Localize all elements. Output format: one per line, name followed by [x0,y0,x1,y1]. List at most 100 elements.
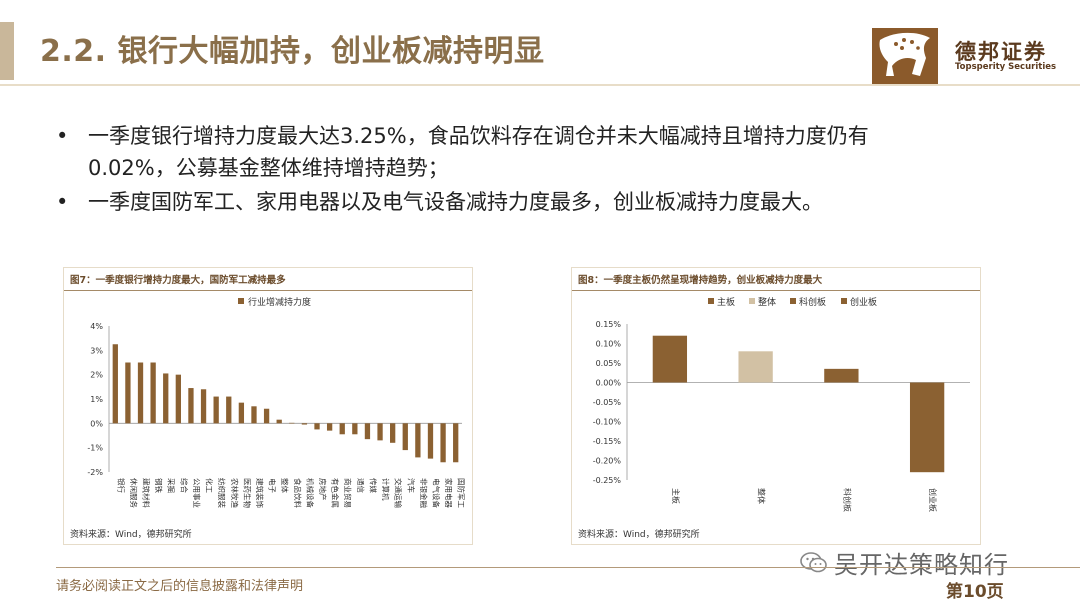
leopard-logo-icon [872,28,938,84]
chart-header: 图8：一季度主板仍然呈现增持趋势，创业板减持力度最大 [572,268,980,291]
bar [415,423,421,458]
y-tick-label: 2% [90,371,103,380]
brand-name: 德邦证券 [955,40,1047,64]
chart-source: 资料来源：Wind，德邦研究所 [578,530,700,540]
x-tick-label: 电子 [268,478,278,493]
x-tick-label: 食品饮料 [293,478,303,508]
watermark: 吴开达策略知行 [800,545,1009,580]
legend-swatch [841,298,847,304]
bullet-text: 一季度国防军工、家用电器以及电气设备减持力度最多，创业板减持力度最大。 [88,190,823,214]
x-tick-label: 机械设备 [305,478,315,508]
bar [652,335,688,383]
bar [738,351,773,383]
y-tick-label: -0.25% [593,476,622,485]
industry-chart-panel: 图7：一季度银行增持力度最大，国防军工减持最多 行业增减持力度 4% 3% 2% 1% 0… [63,267,473,545]
bar [188,388,194,424]
x-tick-label: 主板 [671,488,681,504]
bullet-list: • 一季度银行增持力度最大达3.25%，食品饮料存在调仓并未大幅减持且增持力度仍… [56,120,956,220]
wechat-icon [800,551,827,572]
bar [263,408,270,424]
y-tick-label: 4% [90,322,103,331]
bullet-symbol: • [56,190,69,214]
y-tick-label: -1% [87,444,103,453]
x-tick-label: 通信 [356,478,366,493]
bar [402,423,408,451]
legend-swatch [238,298,244,304]
x-tick-label: 有色金属 [331,478,341,508]
x-tick-label: 电气设备 [431,478,441,508]
x-tick-label: 公用事业 [192,478,202,508]
x-tick-label: 休闲服务 [129,478,139,508]
bar [909,382,945,473]
legend-swatch [790,298,796,304]
bar [314,423,320,430]
x-tick-label: 家用电器 [444,478,454,508]
watermark-text: 吴开达策略知行 [834,551,1009,579]
bar [427,423,434,459]
bar [440,423,446,463]
x-tick-label: 整体 [280,478,290,493]
title-divider [0,84,1080,86]
y-tick-label: -0.20% [593,457,622,466]
x-tick-label: 医药生物 [242,478,252,508]
x-tick-label: 纺织服装 [217,478,227,508]
bar [824,368,859,383]
footer-divider [56,567,1080,568]
y-tick-label: 0% [90,419,103,428]
y-tick-label: 0.15% [596,320,622,329]
footer-disclaimer: 请务必阅读正文之后的信息披露和法律声明 [56,579,304,594]
legend-swatch [749,298,755,304]
board-bar-chart: 主板 整体 科创板 创业板0.15%0.10%0.05%0.00%-0.05%-0.1… [593,296,970,512]
x-tick-label: 银行 [116,478,126,493]
bar [352,423,358,435]
bullet-item: • 一季度国防军工、家用电器以及电气设备减持力度最多，创业板减持力度最大。 [56,186,956,218]
x-tick-label: 房地产 [318,478,328,501]
bar [238,402,245,424]
x-tick-label: 农林牧渔 [230,478,240,508]
bar [390,423,396,443]
x-tick-label: 国防军工 [457,478,467,508]
page-number: 第10页 [946,582,1004,602]
bar [200,389,207,424]
x-tick-label: 科创板 [842,488,852,512]
bar [301,423,308,425]
bar [377,423,383,441]
y-tick-label: 1% [90,395,103,404]
y-tick-label: 0.00% [596,379,622,388]
legend-label: 主板 [717,296,735,308]
bullet-text: 一季度银行增持力度最大达3.25%，食品饮料存在调仓并未大幅减持且增持力度仍有0… [88,124,869,180]
bar [226,396,232,424]
bar [453,423,459,463]
legend-swatch [708,298,714,304]
x-tick-label: 钢铁 [154,478,164,493]
bar [326,423,333,431]
chart-header: 图7：一季度银行增持力度最大，国防军工减持最多 [64,268,472,291]
y-tick-label: 0.05% [596,359,622,368]
x-tick-label: 交通运输 [394,478,404,508]
bar [163,373,169,424]
x-tick-label: 传媒 [368,478,378,493]
bar [289,422,295,424]
bullet-item: • 一季度银行增持力度最大达3.25%，食品饮料存在调仓并未大幅减持且增持力度仍… [56,120,956,184]
x-tick-label: 创业板 [928,488,938,512]
board-chart-panel: 图8：一季度主板仍然呈现增持趋势，创业板减持力度最大 主板 整体 科创板 创业板 0.1… [571,267,981,545]
y-tick-label: 0.10% [596,340,622,349]
x-tick-label: 化工 [205,478,215,493]
x-tick-label: 建筑装饰 [255,478,265,508]
y-tick-label: 3% [90,346,103,355]
page-title: 2.2. 银行大幅加持，创业板减持明显 [40,34,545,69]
x-tick-label: 采掘 [167,478,177,493]
brand-name-en: Topsperity Securities [955,62,1057,72]
industry-bar-chart: 行业增减持力度 4% 3% 2% 1% 0% -1% -2% 银行 休闲服务 建筑材料 钢铁 采掘 综合公… [87,296,467,508]
bar [175,374,181,424]
x-tick-label: 建筑材料 [142,478,152,508]
y-tick-label: -0.10% [593,418,622,427]
bar [364,423,371,440]
bullet-symbol: • [56,124,69,148]
legend-label: 科创板 [799,296,826,308]
x-tick-label: 整体 [757,488,767,504]
chart-source: 资料来源：Wind，德邦研究所 [70,530,192,540]
title-accent-bar [0,22,14,80]
y-tick-label: -2% [87,468,103,477]
bar [339,423,345,435]
